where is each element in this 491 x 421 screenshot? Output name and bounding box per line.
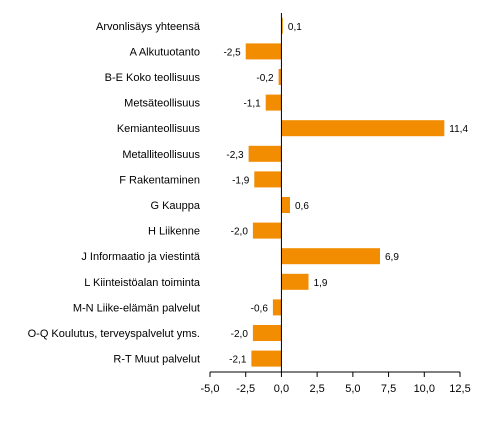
bar-10 [281, 273, 309, 290]
data-label: -0,6 [251, 303, 269, 314]
data-label: -1,9 [232, 175, 250, 186]
data-label: 0,6 [295, 201, 309, 212]
bar-6 [254, 171, 282, 188]
category-label: O-Q Koulutus, terveyspalvelut yms. [28, 328, 200, 340]
category-label: A Alkutuotanto [130, 46, 200, 58]
bar-7 [281, 197, 290, 213]
data-label: 6,9 [385, 252, 399, 263]
bar-3 [265, 94, 282, 111]
data-label: -2,0 [231, 227, 249, 238]
category-label: H Liikenne [148, 226, 200, 238]
bar-0 [281, 17, 283, 34]
x-tick-label: -5,0 [201, 383, 220, 395]
x-tick-label: 10,0 [414, 383, 435, 395]
bar-11 [272, 299, 282, 316]
category-label: Kemianteollisuus [117, 123, 201, 135]
category-label: Metalliteollisuus [122, 149, 200, 161]
data-label: 1,9 [314, 278, 328, 289]
bar-1 [245, 43, 282, 60]
bar-12 [252, 325, 282, 341]
x-tick-label: 7,5 [381, 383, 396, 395]
data-label: -2,3 [226, 150, 244, 161]
category-label: J Informaatio ja viestintä [81, 251, 200, 263]
bar-2 [278, 69, 282, 85]
category-label: M-N Liike-elämän palvelut [73, 302, 200, 314]
x-tick-label: -2,5 [236, 383, 255, 395]
category-label: F Rakentaminen [119, 174, 200, 186]
data-label: -2,0 [231, 329, 249, 340]
category-label: B-E Koko teollisuus [105, 72, 201, 84]
data-label: -2,1 [229, 355, 247, 366]
x-tick-label: 5,0 [345, 383, 360, 395]
bar-9 [281, 248, 380, 265]
category-label: Metsäteollisuus [124, 98, 200, 110]
x-tick-label: 0,0 [274, 383, 289, 395]
data-label: -0,2 [256, 73, 274, 84]
bar-4 [281, 120, 445, 137]
data-label: 11,4 [449, 124, 468, 135]
bar-8 [252, 222, 282, 239]
category-label: Arvonlisäys yhteensä [96, 21, 201, 33]
data-label: 0,1 [288, 22, 302, 33]
x-tick-label: 12,5 [449, 383, 470, 395]
bar-5 [248, 145, 282, 162]
data-label: -1,1 [243, 99, 261, 110]
bar-13 [251, 350, 282, 367]
category-label: R-T Muut palvelut [113, 354, 200, 366]
x-tick-label: 2,5 [309, 383, 324, 395]
data-label: -2,5 [223, 47, 241, 58]
category-label: L Kiinteistöalan toiminta [84, 277, 201, 289]
category-label: G Kauppa [150, 200, 200, 212]
